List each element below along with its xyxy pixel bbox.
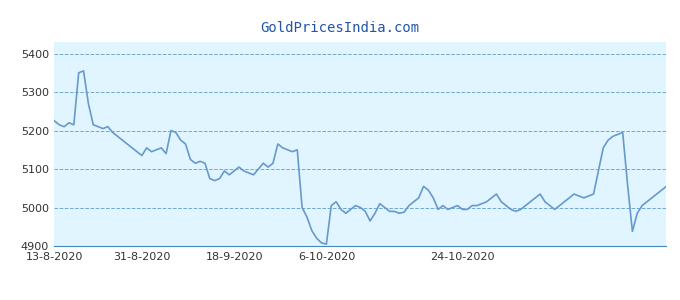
Text: GoldPricesIndia.com: GoldPricesIndia.com (260, 21, 420, 35)
